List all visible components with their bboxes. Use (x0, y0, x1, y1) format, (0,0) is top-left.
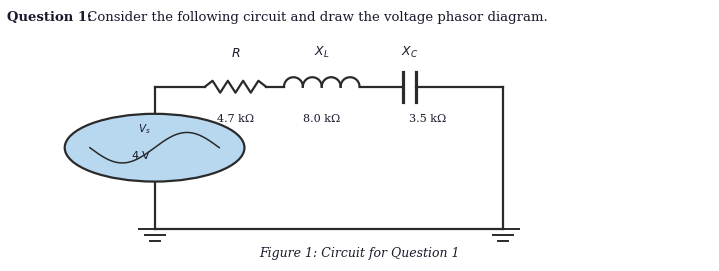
Text: $X_L$: $X_L$ (314, 44, 329, 60)
Text: 8.0 kΩ: 8.0 kΩ (303, 114, 340, 124)
Text: Consider the following circuit and draw the voltage phasor diagram.: Consider the following circuit and draw … (83, 11, 547, 24)
Text: Question 1:: Question 1: (7, 11, 92, 24)
Text: 4.7 kΩ: 4.7 kΩ (217, 114, 254, 124)
Text: $R$: $R$ (231, 47, 240, 60)
Text: $4\ \mathrm{V}$: $4\ \mathrm{V}$ (131, 149, 151, 162)
Text: 3.5 kΩ: 3.5 kΩ (409, 114, 446, 124)
Circle shape (65, 114, 244, 182)
Text: Figure 1: Circuit for Question 1: Figure 1: Circuit for Question 1 (260, 247, 459, 260)
Text: $X_C$: $X_C$ (401, 44, 418, 60)
Text: $V_s$: $V_s$ (138, 122, 151, 136)
